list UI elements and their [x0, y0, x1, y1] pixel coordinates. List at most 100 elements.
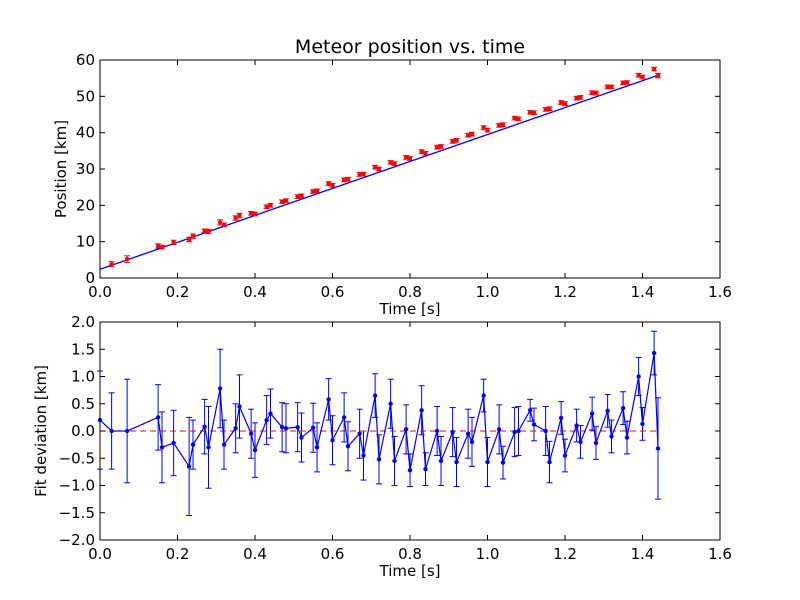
data-point [124, 256, 130, 262]
y-tick-label: 10 [76, 233, 95, 251]
data-point [640, 74, 645, 80]
deviation-point [268, 411, 273, 416]
deviation-point [345, 444, 351, 449]
deviation-point [217, 386, 223, 391]
deviation-point [423, 466, 428, 472]
deviation-point [562, 453, 568, 458]
data-point [562, 101, 568, 106]
y-tick-label: 30 [76, 160, 95, 178]
data-point [620, 80, 626, 86]
data-point [450, 139, 455, 144]
data-point [326, 181, 331, 186]
data-point [500, 122, 506, 127]
data-point [217, 220, 223, 225]
deviation-point [574, 423, 579, 428]
data-point [481, 125, 486, 130]
data-point [361, 171, 366, 177]
x-tick-label: 1.0 [476, 283, 500, 301]
data-point [376, 166, 382, 172]
data-point [516, 116, 521, 122]
x-axis-label-top: Time [s] [379, 300, 441, 318]
deviation-point [481, 393, 486, 398]
data-point [202, 228, 207, 233]
data-point [651, 66, 657, 72]
data-point [454, 138, 459, 143]
x-tick-label: 0.6 [321, 283, 345, 301]
deviation-ticks: 0.0 0.2 0.4 0.6 0.8 1.0 1.2 1.4 1.6 −2.0 −1.5 −1.0 −… [59, 313, 732, 563]
deviation-point [361, 453, 366, 458]
deviation-point [438, 458, 444, 464]
data-point [295, 194, 300, 199]
x-tick-label: 1.4 [631, 545, 655, 563]
y-tick-label: −2.0 [59, 531, 95, 549]
deviation-plot: 0.0 0.2 0.4 0.6 0.8 1.0 1.2 1.4 1.6 −2.0 −1.5 −1.0 −… [32, 313, 732, 580]
deviation-point [558, 415, 564, 421]
data-point [558, 100, 564, 105]
deviation-point [465, 431, 471, 436]
data-point [159, 244, 165, 250]
x-tick-label: 1.4 [631, 283, 655, 301]
data-point [485, 127, 490, 133]
data-point [609, 84, 614, 90]
data-point [624, 80, 630, 85]
data-point [496, 123, 502, 128]
y-axis-label-bottom: Fit deviation [km] [32, 365, 50, 497]
deviation-point [605, 408, 610, 414]
x-tick-label: 1.2 [553, 283, 577, 301]
y-tick-label: 20 [76, 196, 95, 214]
x-tick-label: 1.2 [553, 545, 577, 563]
data-point [283, 198, 289, 203]
y-tick-label: 2.0 [71, 313, 95, 331]
deviation-point [578, 439, 583, 445]
deviation-point [589, 411, 595, 416]
deviation-point [450, 429, 455, 435]
deviation-point [403, 427, 409, 432]
deviation-point [372, 393, 378, 398]
deviation-point [624, 435, 630, 440]
deviation-point [547, 459, 552, 465]
deviation-point [283, 426, 289, 431]
x-axis-label-bottom: Time [s] [379, 562, 441, 580]
deviation-point [221, 442, 227, 447]
data-point [233, 215, 238, 221]
deviation-point [295, 424, 300, 430]
x-tick-label: 0.0 [88, 545, 112, 563]
deviation-point [512, 429, 517, 435]
data-point [221, 222, 227, 228]
deviation-point [264, 417, 269, 423]
deviation-point [330, 438, 335, 443]
y-tick-label: −0.5 [59, 449, 95, 467]
deviation-point [620, 405, 626, 411]
deviation-point [609, 434, 614, 439]
x-tick-label: 0.2 [166, 283, 190, 301]
deviation-point [171, 440, 176, 446]
position-plot-area [100, 60, 720, 278]
data-point [419, 149, 424, 154]
data-point [547, 106, 552, 111]
data-point [171, 240, 176, 245]
deviation-point [155, 415, 161, 420]
deviation-point [326, 397, 331, 402]
y-tick-label: 60 [76, 51, 95, 69]
deviation-point [527, 408, 533, 413]
y-tick-label: 1.0 [71, 368, 95, 386]
y-tick-label: 40 [76, 124, 95, 142]
data-point [268, 203, 273, 208]
data-point [248, 211, 254, 216]
deviation-point [159, 445, 165, 450]
data-point [310, 189, 316, 194]
data-point [392, 161, 397, 166]
data-point [434, 145, 440, 150]
x-tick-label: 1.6 [708, 283, 732, 301]
deviation-point [454, 459, 459, 465]
deviation-point [248, 431, 254, 436]
data-point [469, 131, 475, 137]
data-point [527, 110, 533, 115]
deviation-point [124, 428, 130, 434]
deviation-point [299, 435, 304, 440]
position-ticks: 0.0 0.2 0.4 0.6 0.8 1.0 1.2 1.4 1.6 0 10 20 30 40 50 60 [76, 51, 732, 301]
data-point [403, 155, 409, 160]
data-point [341, 177, 347, 183]
x-tick-label: 0.6 [321, 545, 345, 563]
